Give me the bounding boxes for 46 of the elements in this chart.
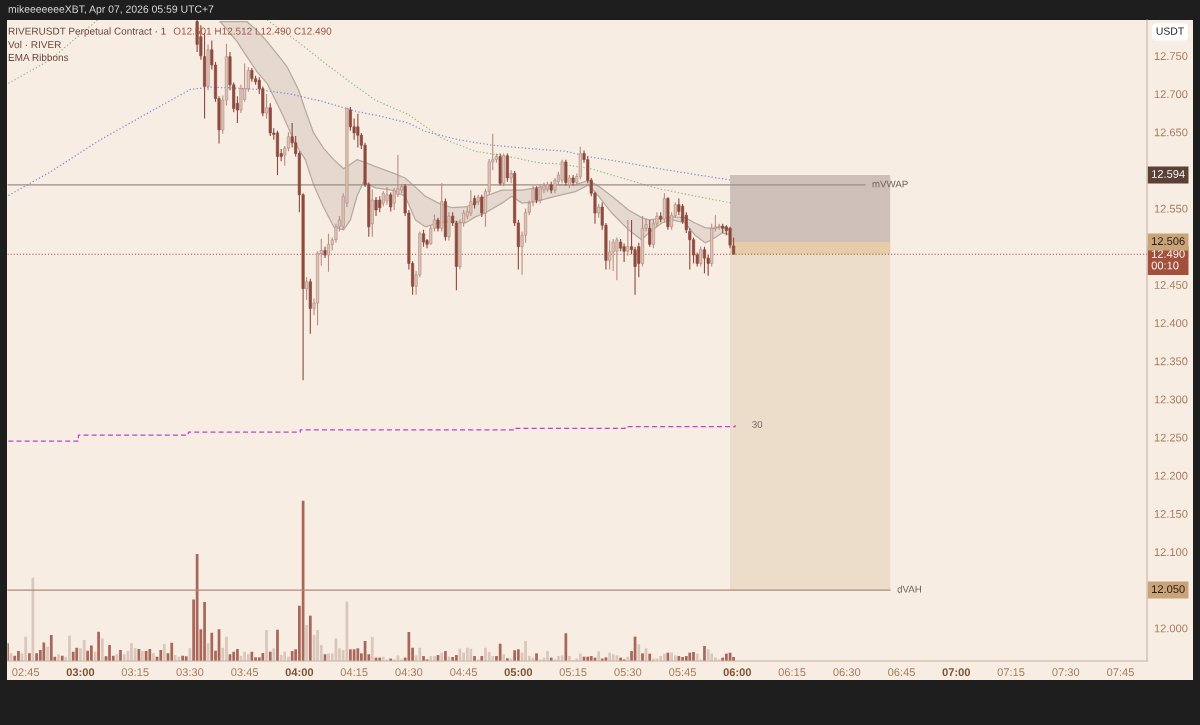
- text: RIVERUSDT Perpetual Contract · 1: [8, 27, 166, 37]
- x-tick-label: 05:45: [669, 668, 697, 677]
- y-tick-label: 12.350: [1154, 357, 1188, 366]
- y-tick-label: 12.250: [1154, 433, 1188, 442]
- y-tick-label: 12.100: [1154, 548, 1188, 557]
- series-label: mVWAP: [872, 180, 908, 188]
- x-tick-label: 06:15: [778, 668, 806, 677]
- x-tick-label: 06:45: [888, 668, 915, 677]
- x-tick-label: 03:30: [176, 668, 204, 677]
- x-tick-label: 05:00: [504, 668, 533, 677]
- y-tick-label: 12.300: [1154, 395, 1188, 404]
- y-axis-title: USDT: [1156, 27, 1184, 35]
- x-tick-label: 04:15: [340, 668, 368, 677]
- x-tick-label: 06:30: [833, 668, 861, 677]
- x-tick-label: 03:45: [231, 668, 259, 677]
- ref-line-label: 12.490 00:10: [1151, 249, 1185, 270]
- y-tick-label: 12.150: [1154, 509, 1188, 518]
- chart-title: mikeeeeeeeXBT, Apr 07, 2026 05:59 UTC+7: [8, 5, 214, 15]
- x-tick-label: 07:45: [1107, 668, 1134, 677]
- y-tick-label: 12.400: [1154, 319, 1188, 328]
- x-tick-label: 04:45: [450, 668, 478, 677]
- x-tick-label: 05:30: [614, 668, 642, 677]
- series-label: 30: [752, 420, 763, 428]
- annotation: 12.506: [1152, 237, 1185, 246]
- y-tick-label: 12.450: [1154, 281, 1188, 289]
- y-tick-label: 12.750: [1154, 52, 1188, 60]
- x-tick-label: 06:00: [723, 668, 752, 677]
- y-tick-label: 12.700: [1154, 90, 1188, 99]
- annotation: 12.050: [1152, 585, 1185, 594]
- annotation: Vol · RIVER: [8, 40, 61, 49]
- x-tick-label: 04:00: [285, 668, 314, 677]
- x-tick-label: 04:30: [395, 668, 423, 677]
- y-tick-label: 12.000: [1154, 624, 1188, 633]
- x-tick-label: 03:00: [66, 668, 95, 677]
- annotation: EMA Ribbons: [8, 53, 69, 61]
- annotation: 12.594: [1152, 170, 1185, 178]
- x-tick-label: 07:30: [1052, 668, 1080, 677]
- y-tick-label: 12.200: [1154, 471, 1188, 480]
- x-tick-label: 05:15: [559, 668, 587, 677]
- x-tick-label: 02:45: [12, 668, 40, 677]
- y-tick-label: 12.550: [1154, 204, 1188, 213]
- series-label: dVAH: [897, 585, 921, 593]
- y-tick-label: 12.650: [1154, 128, 1188, 137]
- x-tick-label: 07:00: [942, 668, 971, 677]
- x-tick-label: 03:15: [121, 668, 149, 677]
- x-tick-label: 07:15: [997, 668, 1025, 677]
